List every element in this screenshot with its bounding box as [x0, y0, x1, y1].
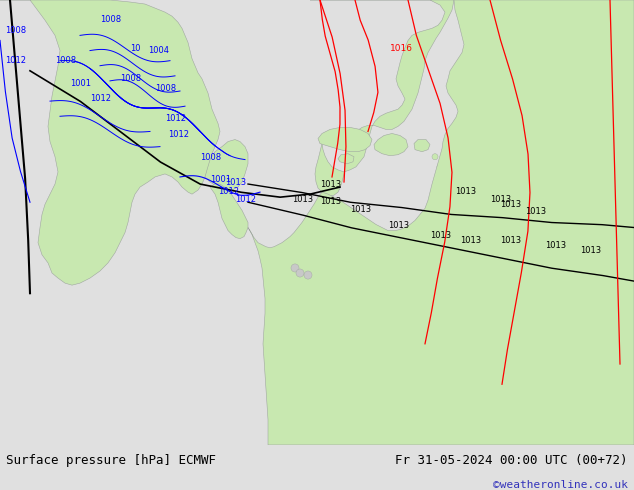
Polygon shape: [318, 127, 372, 152]
Text: 1012: 1012: [90, 94, 111, 103]
Circle shape: [441, 174, 447, 180]
Circle shape: [447, 194, 453, 200]
Text: 1013: 1013: [525, 207, 546, 217]
Text: 1008: 1008: [55, 56, 76, 65]
Text: 1013: 1013: [455, 187, 476, 196]
Circle shape: [304, 271, 312, 279]
Text: 1013: 1013: [225, 178, 246, 187]
Text: 1013: 1013: [500, 236, 521, 245]
Polygon shape: [338, 154, 354, 164]
Text: 1013: 1013: [350, 205, 371, 214]
Text: 1013: 1013: [500, 200, 521, 209]
Text: 1008: 1008: [120, 74, 141, 83]
Text: 1013: 1013: [580, 246, 601, 255]
Circle shape: [444, 184, 450, 190]
Polygon shape: [374, 133, 408, 156]
Circle shape: [450, 214, 456, 220]
Text: 1013: 1013: [545, 241, 566, 250]
Text: 1004: 1004: [148, 46, 169, 54]
Text: 1012: 1012: [168, 129, 189, 139]
Text: 1013: 1013: [460, 236, 481, 245]
Text: 1001: 1001: [70, 79, 91, 88]
Text: 1013: 1013: [292, 195, 313, 204]
Text: 1013: 1013: [320, 180, 341, 189]
Text: 1008: 1008: [100, 15, 121, 24]
Text: Fr 31-05-2024 00:00 UTC (00+72): Fr 31-05-2024 00:00 UTC (00+72): [395, 454, 628, 467]
Polygon shape: [0, 0, 220, 285]
Polygon shape: [248, 0, 634, 445]
Text: 1012: 1012: [235, 195, 256, 204]
Circle shape: [432, 154, 438, 160]
Circle shape: [449, 204, 455, 210]
Polygon shape: [210, 184, 248, 239]
Text: 1013: 1013: [320, 197, 341, 206]
Text: 1012: 1012: [5, 56, 26, 65]
Text: Surface pressure [hPa] ECMWF: Surface pressure [hPa] ECMWF: [6, 454, 216, 467]
Polygon shape: [205, 140, 248, 190]
Text: 1012: 1012: [218, 187, 239, 196]
Text: 1013: 1013: [430, 231, 451, 240]
Text: 1013: 1013: [388, 220, 409, 229]
Circle shape: [296, 269, 304, 277]
Text: 1016: 1016: [390, 44, 413, 52]
Text: 1008: 1008: [5, 26, 26, 35]
Text: 1008: 1008: [200, 153, 221, 162]
Text: 1012: 1012: [165, 114, 186, 123]
Circle shape: [291, 264, 299, 272]
Polygon shape: [310, 0, 454, 196]
Text: 1013: 1013: [490, 195, 511, 204]
Text: 1001: 1001: [210, 175, 231, 184]
Text: ©weatheronline.co.uk: ©weatheronline.co.uk: [493, 480, 628, 490]
Text: 1008: 1008: [155, 84, 176, 93]
Circle shape: [437, 164, 443, 170]
Text: 10: 10: [130, 44, 141, 52]
Polygon shape: [414, 140, 430, 152]
